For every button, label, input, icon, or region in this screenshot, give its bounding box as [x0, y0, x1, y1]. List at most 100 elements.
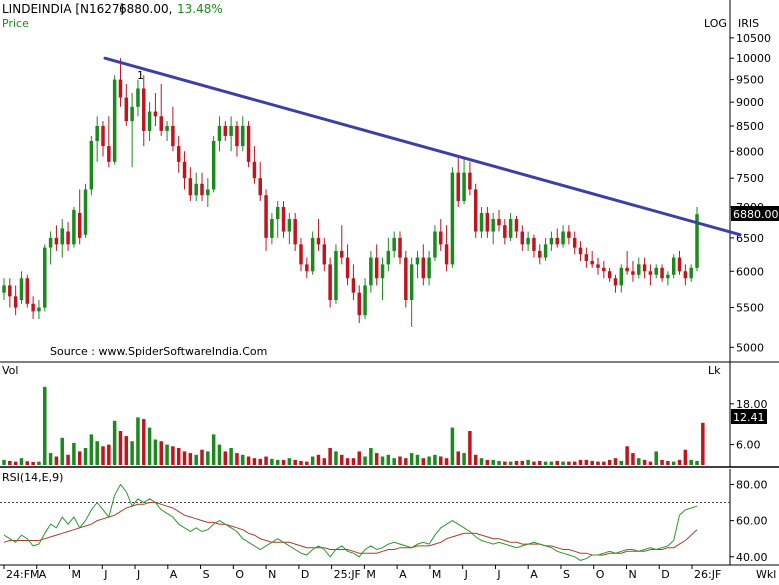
- volume-label: Vol: [2, 364, 18, 377]
- candle-body: [31, 303, 35, 312]
- candle-body: [433, 231, 437, 258]
- candle-body: [25, 278, 30, 304]
- volume-bar: [404, 458, 408, 465]
- candle-body: [619, 267, 624, 286]
- volume-bar: [252, 458, 257, 465]
- volume-bar: [631, 453, 635, 465]
- candle-body: [415, 257, 420, 265]
- volume-bar: [89, 434, 94, 465]
- volume-bar: [211, 434, 216, 465]
- x-tick-label: A: [39, 568, 47, 581]
- candle-body: [666, 274, 670, 279]
- candle-body: [468, 172, 472, 190]
- candle-body: [200, 183, 204, 196]
- candle-body: [631, 271, 635, 275]
- candle-body: [444, 244, 449, 265]
- volume-bar: [334, 451, 338, 465]
- candle-body: [503, 225, 507, 238]
- candle-body: [421, 257, 426, 279]
- volume-bar: [602, 461, 606, 465]
- volume-bar: [19, 458, 24, 465]
- volume-bar: [549, 461, 554, 465]
- volume-bar: [532, 461, 536, 465]
- candle-body: [625, 267, 629, 272]
- x-tick-label: S: [203, 568, 210, 581]
- source-caption: Source : www.SpiderSoftwareIndia.Com: [50, 345, 267, 358]
- candle-body: [439, 231, 443, 245]
- candle-body: [409, 264, 414, 301]
- candle-body: [567, 231, 571, 238]
- volume-bar: [77, 451, 82, 465]
- volume-bar: [25, 461, 30, 465]
- candle-body: [671, 257, 676, 275]
- price-tick-label: 9500: [736, 74, 764, 87]
- x-tick-label: D: [301, 568, 309, 581]
- candle-body: [89, 140, 94, 190]
- volume-bar: [223, 451, 228, 465]
- volume-bar: [171, 446, 175, 465]
- volume-bar: [660, 459, 664, 465]
- candle-body: [8, 285, 12, 297]
- candle-body: [392, 237, 396, 251]
- candle-body: [526, 237, 530, 245]
- volume-bar: [450, 427, 455, 465]
- rsi-ema-line: [3, 502, 698, 556]
- volume-bar: [153, 439, 158, 465]
- candle-body: [43, 247, 47, 308]
- candle-body: [223, 125, 228, 136]
- volume-tick-label: 18.00: [736, 398, 768, 411]
- candle-body: [66, 231, 70, 245]
- x-tick-label: A: [170, 568, 178, 581]
- volume-bar: [107, 444, 111, 465]
- volume-bar: [625, 446, 629, 465]
- candle-body: [555, 237, 559, 245]
- candle-body: [165, 125, 169, 131]
- candle-body: [270, 219, 274, 238]
- candle-body: [695, 214, 699, 268]
- volume-badge-bg: [731, 409, 767, 424]
- candle-body: [171, 125, 175, 147]
- volume-bar: [607, 459, 612, 465]
- candle-body: [13, 296, 18, 308]
- price-tick-label: 9000: [736, 96, 764, 109]
- candle-body: [112, 79, 117, 162]
- candle-body: [118, 79, 123, 98]
- volume-bar: [584, 459, 589, 465]
- candle-body: [596, 264, 600, 268]
- candle-body: [217, 125, 222, 141]
- volume-bar: [316, 454, 321, 465]
- symbol-title: LINDEINDIA [N1627]: [2, 2, 124, 16]
- volume-bar: [241, 454, 245, 465]
- volume-bar: [159, 441, 163, 465]
- volume-bar: [83, 448, 88, 465]
- x-axis-period-label: Wkl: [756, 568, 776, 581]
- volume-bar: [43, 386, 47, 465]
- volume-bar: [118, 431, 123, 465]
- volume-bar: [648, 461, 653, 465]
- volume-bar: [508, 461, 513, 465]
- volume-bar: [561, 461, 565, 465]
- candle-body: [689, 267, 693, 279]
- rsi-tick-label: 60.00: [736, 515, 768, 528]
- rsi-label: RSI(14,E,9): [2, 471, 63, 484]
- volume-bar: [671, 461, 676, 465]
- volume-bar: [433, 454, 437, 465]
- volume-bar: [281, 459, 286, 465]
- candle-body: [176, 146, 181, 162]
- candle-body: [584, 254, 589, 261]
- x-axis-labels: 24:FM A M J J A S O N D 25:JF M A M J J A S O N D 26:JF: [3, 565, 721, 581]
- volume-bar: [31, 461, 35, 465]
- candle-body: [538, 250, 542, 258]
- x-tick-label: N: [628, 568, 636, 581]
- volume-unit: Lk: [708, 364, 721, 377]
- change-percent: 13.48%: [177, 2, 223, 16]
- rsi-tick-label: 40.00: [736, 551, 768, 564]
- candle-body: [229, 125, 233, 136]
- volume-bar: [293, 459, 297, 465]
- volume-bar: [619, 460, 624, 465]
- volume-bar: [398, 456, 402, 465]
- x-tick-label: N: [268, 568, 276, 581]
- volume-bar: [130, 441, 134, 465]
- volume-bar: [165, 444, 169, 465]
